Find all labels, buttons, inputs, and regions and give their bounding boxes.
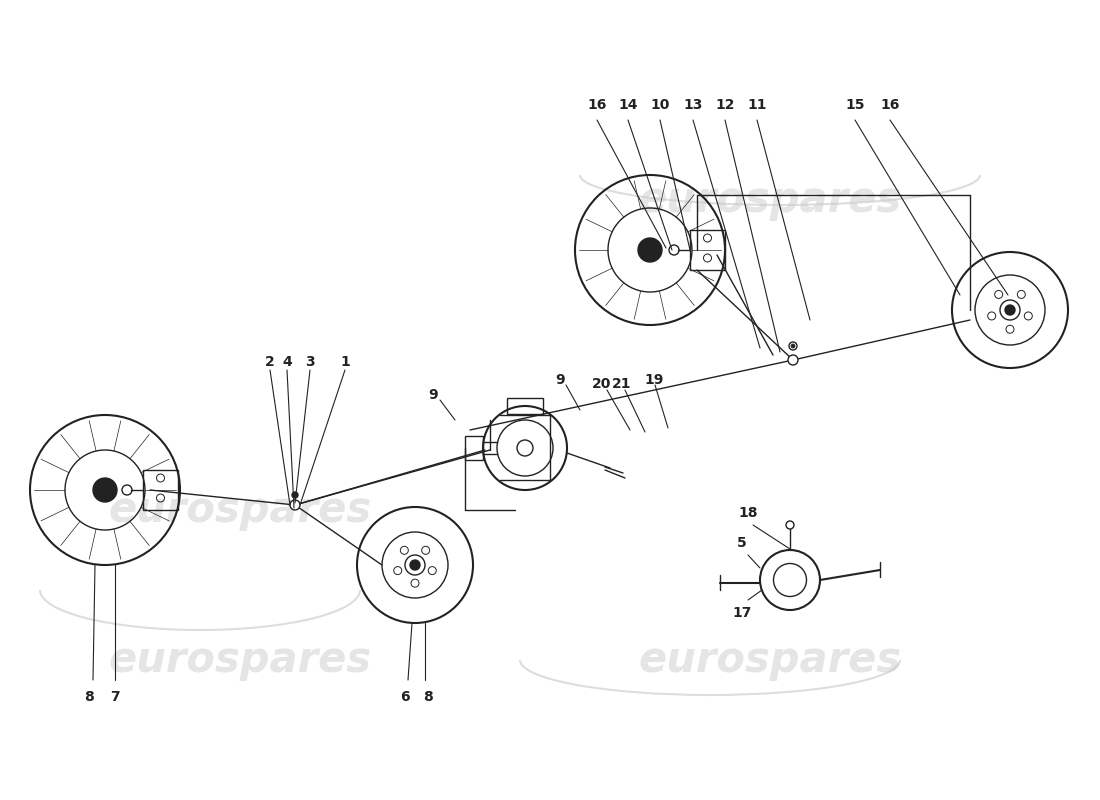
Text: 6: 6 — [400, 690, 410, 704]
Text: 7: 7 — [110, 690, 120, 704]
Text: 8: 8 — [84, 690, 94, 704]
Text: 15: 15 — [845, 98, 865, 112]
Circle shape — [789, 342, 797, 350]
Text: 1: 1 — [340, 355, 350, 369]
Text: 12: 12 — [715, 98, 735, 112]
Text: 8: 8 — [424, 690, 433, 704]
Circle shape — [786, 521, 794, 529]
Text: 16: 16 — [587, 98, 607, 112]
Text: 14: 14 — [618, 98, 638, 112]
Text: 2: 2 — [265, 355, 275, 369]
Text: 11: 11 — [747, 98, 767, 112]
Text: 9: 9 — [556, 373, 564, 387]
Circle shape — [94, 478, 117, 502]
Text: 3: 3 — [305, 355, 315, 369]
Text: 4: 4 — [282, 355, 292, 369]
Circle shape — [290, 500, 300, 510]
Bar — [143, 470, 178, 510]
Bar — [690, 230, 725, 270]
Text: 18: 18 — [738, 506, 758, 520]
Circle shape — [1005, 305, 1015, 315]
Circle shape — [638, 238, 662, 262]
Text: eurospares: eurospares — [638, 639, 902, 681]
Text: eurospares: eurospares — [109, 639, 372, 681]
Text: eurospares: eurospares — [638, 179, 902, 221]
Circle shape — [410, 560, 420, 570]
Circle shape — [788, 355, 798, 365]
Circle shape — [791, 344, 795, 348]
Text: 9: 9 — [428, 388, 438, 402]
Text: 10: 10 — [650, 98, 670, 112]
Text: 16: 16 — [880, 98, 900, 112]
Bar — [465, 436, 483, 460]
Text: 19: 19 — [645, 373, 663, 387]
Text: 21: 21 — [613, 377, 631, 391]
Text: 17: 17 — [733, 606, 751, 620]
Bar — [507, 398, 543, 414]
Text: 5: 5 — [737, 536, 747, 550]
Circle shape — [292, 492, 298, 498]
Text: eurospares: eurospares — [109, 489, 372, 531]
Text: 13: 13 — [683, 98, 703, 112]
Text: 20: 20 — [592, 377, 612, 391]
